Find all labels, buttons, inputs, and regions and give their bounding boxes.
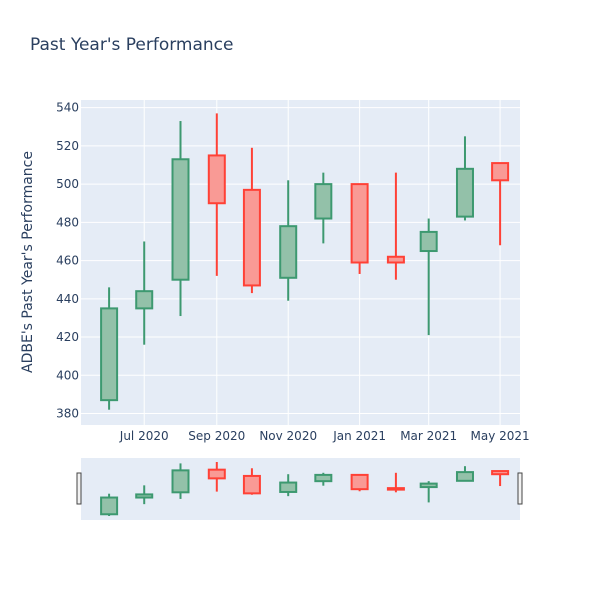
candle-body <box>419 482 438 489</box>
candle-body <box>207 154 226 205</box>
decreasing-candle <box>242 468 261 495</box>
candle-body <box>386 255 405 264</box>
candle-body <box>314 183 333 220</box>
plot-area <box>81 100 520 425</box>
increasing-candle <box>100 287 119 410</box>
candle-body <box>100 496 119 516</box>
range-slider[interactable] <box>81 458 520 520</box>
candle-body <box>279 481 298 493</box>
increasing-candle <box>314 472 333 486</box>
candle-body <box>455 471 474 482</box>
increasing-candle <box>279 474 298 497</box>
increasing-candle <box>455 466 474 482</box>
increasing-candle <box>419 218 438 336</box>
range-slider-left-handle[interactable] <box>76 472 82 505</box>
increasing-candle <box>171 463 190 499</box>
candle-body <box>135 290 154 310</box>
candle-body <box>279 225 298 279</box>
range-slider-right-handle[interactable] <box>517 472 523 505</box>
x-tick-label: May 2021 <box>471 429 530 443</box>
candle-body <box>242 474 261 495</box>
decreasing-candle <box>350 473 369 492</box>
candle-body <box>491 162 510 182</box>
candlesticks <box>100 113 510 410</box>
x-tick-label: Jul 2020 <box>119 429 169 443</box>
decreasing-candle <box>386 172 405 280</box>
candle-body <box>386 487 405 491</box>
increasing-candle <box>314 172 333 244</box>
y-tick-label: 380 <box>56 407 79 421</box>
x-tick-label: Nov 2020 <box>259 429 317 443</box>
range-slider-candles <box>100 462 510 516</box>
candle-body <box>350 183 369 264</box>
candle-body <box>171 158 190 281</box>
x-tick-label: Jan 2021 <box>332 429 386 443</box>
increasing-candle <box>171 121 190 317</box>
y-tick-label: 500 <box>56 177 79 191</box>
x-tick-label: Mar 2021 <box>400 429 457 443</box>
increasing-candle <box>135 241 154 345</box>
candle-body <box>419 230 438 253</box>
candle-body <box>207 468 226 480</box>
y-tick-label: 420 <box>56 330 79 344</box>
increasing-candle <box>100 493 119 516</box>
decreasing-candle <box>207 113 226 276</box>
decreasing-candle <box>491 470 510 487</box>
candle-body <box>100 307 119 402</box>
increasing-candle <box>279 180 298 301</box>
x-tick-label: Sep 2020 <box>188 429 245 443</box>
chart-title: Past Year's Performance <box>30 35 234 55</box>
y-tick-label: 480 <box>56 215 79 229</box>
decreasing-candle <box>491 162 510 246</box>
candle-body <box>491 470 510 476</box>
y-tick-label: 400 <box>56 368 79 382</box>
decreasing-candle <box>242 147 261 294</box>
candle-body <box>314 473 333 483</box>
y-axis-title: ADBE's Past Year's Performance <box>20 151 36 373</box>
candle-body <box>455 167 474 218</box>
candle-body <box>242 188 261 287</box>
decreasing-candle <box>350 183 369 274</box>
x-axis-ticks: Jul 2020 Sep 2020 Nov 2020 Jan 2021 Mar 2021… <box>119 429 530 443</box>
y-tick-label: 520 <box>56 139 79 153</box>
y-tick-label: 440 <box>56 292 79 306</box>
decreasing-candle <box>207 462 226 492</box>
increasing-candle <box>455 136 474 221</box>
candle-body <box>350 473 369 491</box>
y-tick-label: 460 <box>56 254 79 268</box>
decreasing-candle <box>386 472 405 493</box>
y-axis-ticks: 380 400 420 440 460 480 500 520 540 <box>56 101 79 421</box>
y-gridlines <box>81 107 520 415</box>
increasing-candle <box>419 481 438 503</box>
candle-body <box>135 493 154 499</box>
y-tick-label: 540 <box>56 101 79 115</box>
increasing-candle <box>135 485 154 505</box>
candle-body <box>171 469 190 494</box>
